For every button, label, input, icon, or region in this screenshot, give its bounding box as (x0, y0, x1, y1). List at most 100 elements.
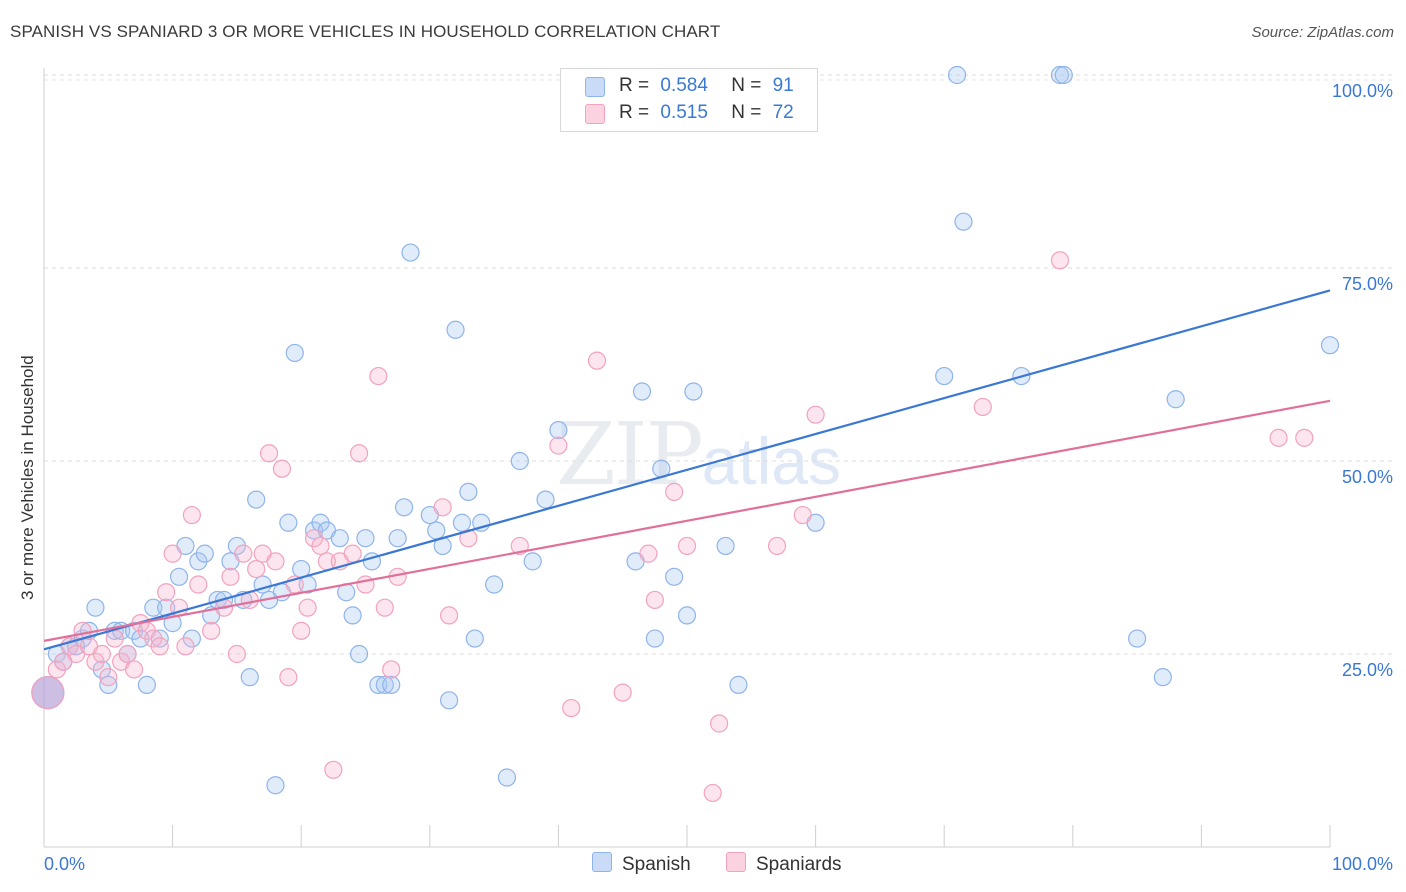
bottom-legend-swatch-spanish (592, 852, 612, 872)
point-spanish (1320, 336, 1340, 355)
point-spanish (947, 65, 967, 85)
legend-n-value-spanish: 91 (772, 75, 794, 96)
y-tick-label: 50.0% (1342, 467, 1393, 487)
point-spanish (382, 675, 401, 694)
point-spaniards (767, 536, 787, 556)
point-spanish (684, 382, 703, 401)
point-spaniards (587, 351, 607, 370)
point-spanish (401, 243, 420, 262)
point-spaniards (439, 606, 459, 625)
point-spanish (446, 320, 465, 339)
legend-n-label: N = (731, 102, 762, 123)
point-spaniards (150, 637, 169, 656)
point-spanish (375, 675, 394, 694)
point-spaniards (247, 559, 266, 579)
point-spanish (1153, 668, 1172, 687)
point-spaniards (375, 598, 394, 617)
point-spaniards (279, 668, 298, 687)
point-spaniards (176, 637, 195, 656)
legend-swatch-spanish (585, 77, 605, 97)
point-spanish (549, 421, 568, 440)
point-spanish (144, 598, 163, 617)
point-spaniards (189, 575, 208, 594)
watermark-zip: ZIP (556, 405, 704, 505)
point-spanish (935, 366, 954, 386)
point-spanish (169, 567, 189, 586)
point-spanish (240, 668, 259, 687)
point-spanish (285, 343, 304, 363)
point-spaniards (1269, 428, 1288, 447)
point-spanish (536, 490, 555, 509)
point-spaniards (157, 583, 176, 602)
point-spaniards (703, 783, 722, 803)
y-tick-label: 25.0% (1342, 660, 1393, 680)
point-spaniards (124, 660, 144, 679)
point-spanish (349, 644, 369, 664)
legend-r-label: R = (619, 75, 650, 96)
chart-title: SPANISH VS SPANIARD 3 OR MORE VEHICLES I… (10, 22, 721, 41)
legend-r-value-spanish: 0.584 (660, 75, 708, 96)
point-spaniards (227, 644, 246, 664)
point-spaniards (105, 629, 124, 648)
point-spaniards (1050, 251, 1070, 270)
point-spaniards (369, 366, 388, 386)
legend-r-value-spaniards: 0.515 (660, 102, 708, 123)
point-spaniards (677, 536, 697, 556)
point-spaniards (665, 482, 684, 501)
point-spaniards (163, 544, 182, 563)
point-spanish (1050, 65, 1070, 85)
point-spanish (330, 529, 349, 548)
point-spanish (729, 675, 748, 694)
point-spaniards (382, 660, 401, 679)
point-spaniards (292, 621, 311, 640)
point-spaniards (1295, 428, 1314, 447)
point-spaniards (182, 505, 201, 525)
point-spanish (716, 536, 735, 556)
point-spanish (163, 614, 182, 633)
point-spaniards (349, 444, 369, 463)
point-spaniards (433, 498, 452, 517)
y-tick-label: 100.0% (1332, 81, 1393, 101)
y-axis-label: 3 or more Vehicles in Household (18, 355, 37, 600)
legend-swatch-spaniards (585, 104, 605, 124)
stats-legend: R = 0.584 N = 91 R = 0.515 N = 72 (560, 68, 818, 132)
bottom-legend-label-spanish: Spanish (622, 854, 691, 875)
point-spaniards (973, 397, 992, 417)
point-spaniards (459, 529, 478, 548)
legend-r-label: R = (619, 102, 650, 123)
bottom-legend-swatch-spaniards (726, 852, 746, 872)
point-spaniards (806, 405, 825, 424)
trend-lines (43, 289, 1331, 651)
point-spaniards (272, 459, 292, 478)
point-spaniards (639, 544, 658, 563)
point-spanish (343, 606, 362, 625)
point-spanish (388, 529, 407, 548)
point-spanish (427, 521, 446, 540)
point-spanish (523, 552, 542, 571)
point-spaniards (202, 621, 221, 640)
point-spaniards (298, 598, 317, 617)
point-spaniards (92, 644, 111, 664)
axes (43, 68, 1331, 848)
x-tick-label: 0.0% (44, 854, 85, 874)
point-spanish (632, 382, 652, 401)
point-spanish (645, 629, 664, 648)
tick-labels: 25.0% 50.0% 75.0% 100.0% 0.0% 100.0% (44, 81, 1393, 874)
point-spanish (137, 675, 156, 694)
point-spaniards (234, 544, 253, 563)
point-spaniards (266, 552, 285, 571)
point-spaniards (221, 567, 240, 586)
point-spanish (1127, 629, 1147, 648)
point-spaniards (324, 760, 343, 779)
bottom-legend-spaniards: Spaniards (726, 852, 842, 876)
point-spaniards (549, 436, 568, 455)
point-spanish (459, 482, 478, 501)
bottom-legend-label-spaniards: Spaniards (756, 854, 842, 875)
x-tick-label: 100.0% (1332, 854, 1393, 874)
legend-n-label: N = (731, 75, 762, 96)
point-spanish (195, 544, 214, 563)
point-spanish (279, 513, 298, 532)
point-spanish (369, 675, 388, 694)
point-spanish (1054, 65, 1073, 85)
data-points (31, 65, 1340, 803)
